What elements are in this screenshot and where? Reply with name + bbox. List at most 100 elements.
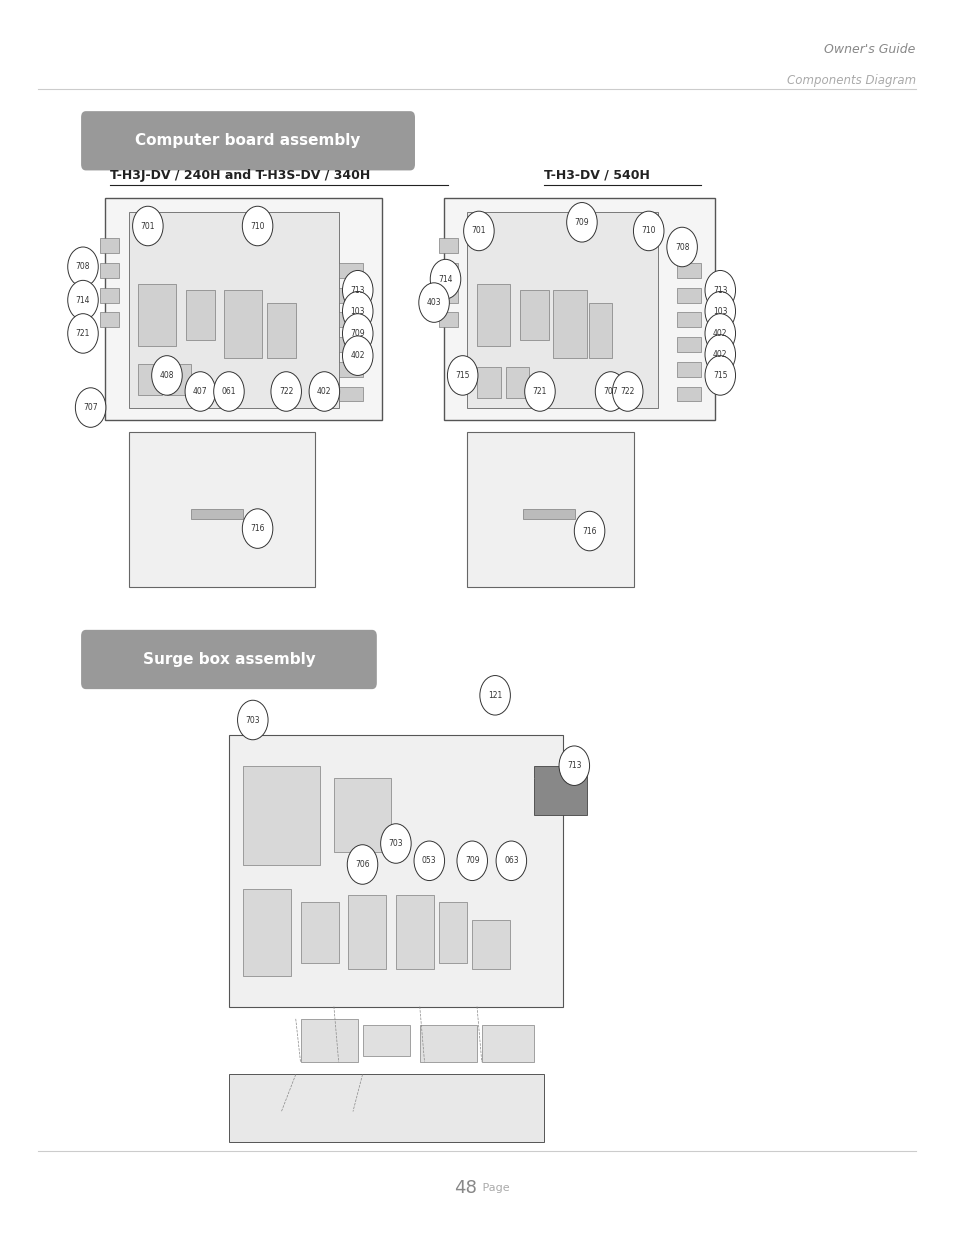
Bar [362, 1025, 410, 1056]
Bar [395, 895, 434, 969]
Circle shape [566, 203, 597, 242]
Bar [438, 238, 457, 253]
FancyBboxPatch shape [443, 198, 715, 420]
Circle shape [380, 824, 411, 863]
Bar [300, 902, 338, 963]
Bar [138, 284, 176, 346]
Text: 709: 709 [464, 856, 479, 866]
Circle shape [430, 259, 460, 299]
Text: 708: 708 [674, 242, 689, 252]
FancyBboxPatch shape [81, 630, 376, 689]
Text: 701: 701 [140, 221, 155, 231]
Text: 708: 708 [75, 262, 91, 272]
Text: 063: 063 [503, 856, 518, 866]
Circle shape [496, 841, 526, 881]
Bar [100, 312, 119, 327]
Text: 402: 402 [316, 387, 332, 396]
Text: 407: 407 [193, 387, 208, 396]
Text: 707: 707 [83, 403, 98, 412]
Circle shape [237, 700, 268, 740]
Circle shape [524, 372, 555, 411]
Bar [472, 920, 510, 969]
Text: 713: 713 [566, 761, 581, 771]
Circle shape [704, 270, 735, 310]
Circle shape [612, 372, 642, 411]
Circle shape [704, 314, 735, 353]
Text: 48: 48 [454, 1179, 476, 1197]
Text: 721: 721 [75, 329, 91, 338]
Bar [677, 288, 700, 303]
Text: 722: 722 [278, 387, 294, 396]
Text: 713: 713 [350, 285, 365, 295]
Text: 710: 710 [640, 226, 656, 236]
Bar [243, 766, 319, 864]
Text: 706: 706 [355, 860, 370, 869]
Bar [438, 263, 457, 278]
Text: 707: 707 [602, 387, 618, 396]
Text: Page: Page [478, 1183, 509, 1193]
Circle shape [633, 211, 663, 251]
Circle shape [595, 372, 625, 411]
Circle shape [68, 314, 98, 353]
Circle shape [447, 356, 477, 395]
Text: 715: 715 [712, 370, 727, 380]
Bar [138, 364, 162, 395]
Text: 709: 709 [574, 217, 589, 227]
FancyBboxPatch shape [229, 735, 562, 1007]
Text: 715: 715 [455, 370, 470, 380]
Bar [438, 288, 457, 303]
Bar [100, 263, 119, 278]
Bar [505, 367, 529, 398]
Bar [677, 263, 700, 278]
Bar [338, 362, 362, 377]
FancyBboxPatch shape [129, 432, 314, 587]
Bar [191, 509, 243, 519]
Text: 709: 709 [350, 329, 365, 338]
Bar [438, 902, 467, 963]
FancyBboxPatch shape [534, 766, 586, 815]
Bar [338, 387, 362, 401]
Text: 703: 703 [245, 715, 260, 725]
Text: 714: 714 [437, 274, 453, 284]
Text: 722: 722 [619, 387, 635, 396]
FancyBboxPatch shape [467, 432, 634, 587]
Text: 121: 121 [488, 690, 501, 700]
Bar [338, 312, 362, 327]
FancyBboxPatch shape [81, 111, 415, 170]
Bar [338, 337, 362, 352]
FancyBboxPatch shape [229, 1074, 543, 1142]
Text: T-H3-DV / 540H: T-H3-DV / 540H [543, 168, 649, 182]
Circle shape [213, 372, 244, 411]
Text: 402: 402 [350, 351, 365, 361]
Bar [338, 263, 362, 278]
Text: 061: 061 [221, 387, 236, 396]
FancyBboxPatch shape [129, 212, 338, 408]
Circle shape [242, 206, 273, 246]
Bar [348, 895, 386, 969]
Text: 710: 710 [250, 221, 265, 231]
Bar [476, 367, 500, 398]
Circle shape [309, 372, 339, 411]
Bar [677, 362, 700, 377]
Text: Surge box assembly: Surge box assembly [142, 652, 315, 667]
Circle shape [152, 356, 182, 395]
Text: 714: 714 [75, 295, 91, 305]
Bar [553, 290, 586, 358]
Circle shape [666, 227, 697, 267]
Bar [186, 290, 214, 340]
Bar [243, 889, 291, 976]
Text: 402: 402 [712, 329, 727, 338]
Circle shape [704, 291, 735, 331]
Bar [519, 290, 548, 340]
Text: 053: 053 [421, 856, 436, 866]
Text: 716: 716 [581, 526, 597, 536]
Circle shape [185, 372, 215, 411]
Bar [481, 1025, 534, 1062]
Circle shape [342, 291, 373, 331]
Bar [522, 509, 575, 519]
Text: 713: 713 [712, 285, 727, 295]
Bar [677, 337, 700, 352]
Bar [100, 238, 119, 253]
FancyBboxPatch shape [105, 198, 381, 420]
Bar [334, 778, 391, 852]
